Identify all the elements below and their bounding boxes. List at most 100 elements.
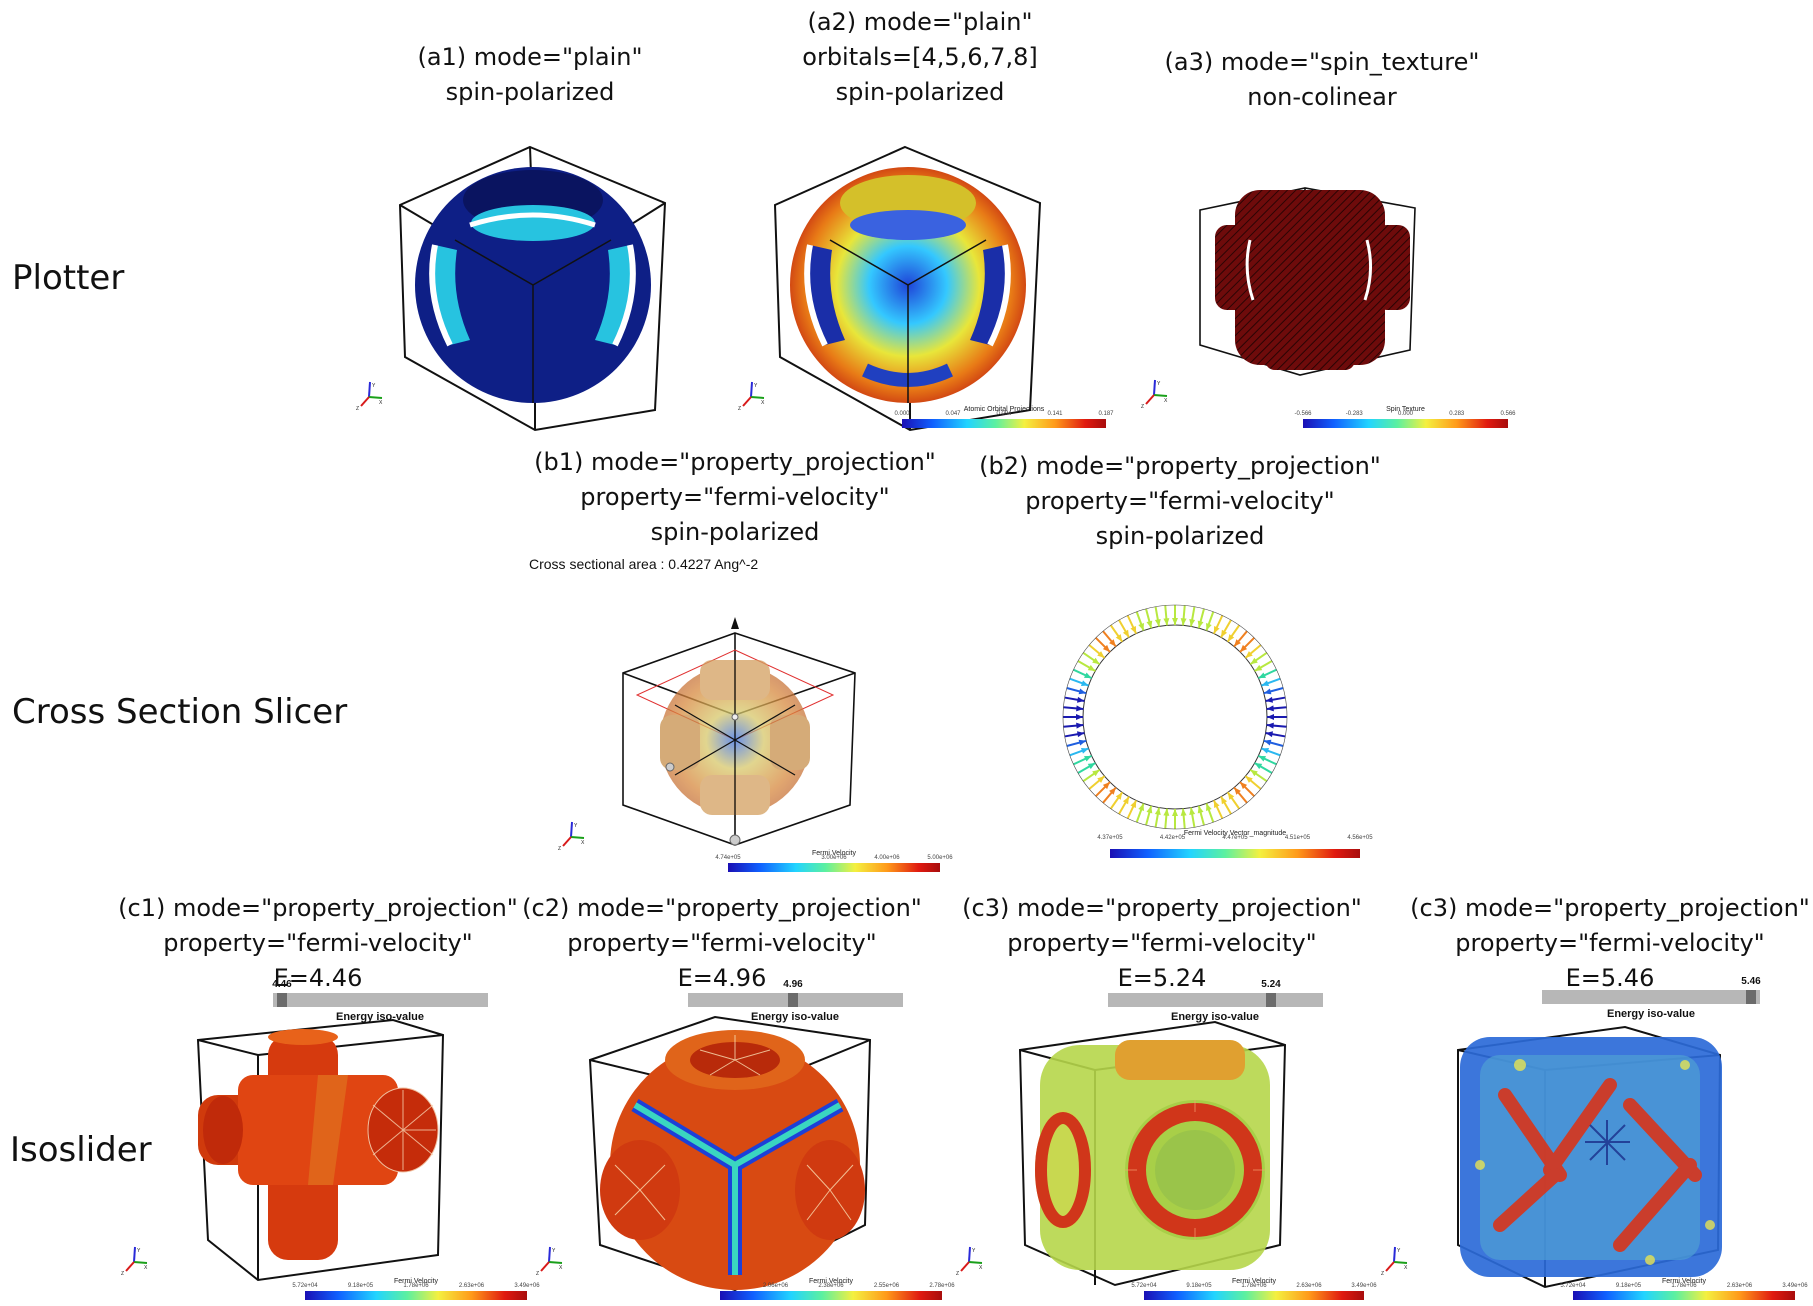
colorbar-tick-label: 2.38e+06 [818, 1283, 844, 1289]
orientation-axes-icon: Y X Z [738, 381, 765, 410]
velocity-arrowhead [1221, 796, 1228, 805]
slider-handle[interactable] [1266, 993, 1276, 1007]
slider-handle[interactable] [277, 993, 287, 1007]
slider-title-c2: Energy iso-value [750, 1011, 840, 1023]
velocity-arrowhead [1076, 696, 1085, 703]
energy-slider-c3[interactable]: 5.24 [1108, 979, 1323, 1007]
colorbar-title: Fermi Velocity [809, 1278, 853, 1285]
slider-value: 4.46 [272, 979, 292, 990]
colorbar-tick-label: 2.55e+06 [873, 1283, 900, 1289]
caption-b1-line1: (b1) mode="property_projection" [534, 448, 936, 476]
colorbar-gradient [720, 1291, 942, 1300]
velocity-arrowhead [1267, 714, 1274, 720]
orientation-axes-icon: Y X Z [558, 821, 585, 850]
caption-c3-line1: (c3) mode="property_projection" [962, 894, 1362, 922]
colorbar-tick-label: -0.283 [1345, 411, 1363, 417]
caption-c2-line1: (c2) mode="property_projection" [522, 894, 922, 922]
colorbar-title: Fermi Velocity [394, 1278, 438, 1285]
velocity-arrowhead [1076, 731, 1085, 738]
caption-c4-line3: E=5.46 [1565, 964, 1655, 992]
velocity-arrowhead [1213, 626, 1220, 634]
velocity-arrowhead [1154, 807, 1161, 816]
slider-handle[interactable] [788, 993, 798, 1007]
colorbar-title: Fermi Velocity [812, 850, 856, 857]
velocity-ring [1062, 604, 1288, 830]
panel-a3-spin-texture [1199, 187, 1416, 376]
axis-line [1145, 394, 1155, 405]
velocity-arrowhead [1258, 755, 1266, 762]
velocity-arrowhead [1122, 629, 1129, 638]
velocity-arrowhead [1092, 769, 1100, 777]
velocity-arrowhead [1138, 803, 1144, 812]
energy-slider-c4[interactable]: 5.46 [1542, 976, 1761, 1004]
caption-a1-line2: spin-polarized [445, 78, 615, 106]
axis-line [742, 396, 752, 407]
velocity-arrowhead [1084, 755, 1092, 762]
energy-slider-c2[interactable]: 4.96 [688, 979, 903, 1007]
axis-label: Z [1141, 404, 1144, 408]
slider-value: 4.96 [783, 979, 803, 990]
velocity-arrowhead [1097, 651, 1105, 658]
axis-label: Y [1157, 381, 1161, 387]
caption-c1-line3: E=4.46 [273, 964, 363, 992]
axis-label: X [979, 1265, 983, 1271]
axis-line [368, 396, 383, 399]
velocity-arrowhead [1172, 618, 1178, 625]
axis-line [133, 1246, 136, 1263]
axis-label: Z [738, 406, 741, 410]
caption-c2-line2: property="fermi-velocity" [567, 929, 877, 957]
caption-c1-line2: property="fermi-velocity" [163, 929, 473, 957]
velocity-arrowhead [1076, 705, 1084, 712]
axis-line [125, 1261, 135, 1272]
velocity-arrowhead [1263, 739, 1272, 746]
colorbar-tick-label: 4.56e+05 [1347, 835, 1373, 841]
velocity-arrowhead [1245, 651, 1253, 658]
slider-title-c3: Energy iso-value [1170, 1011, 1260, 1023]
velocity-arrowhead [1240, 644, 1248, 652]
orientation-axes-icon: Y X Z [1141, 379, 1168, 408]
velocity-arrowhead [1234, 639, 1241, 647]
axis-label: Z [536, 1271, 539, 1275]
row-label-plotter: Plotter [12, 258, 125, 298]
axis-line [968, 1246, 971, 1263]
colorbar-tick-label: 1.78e+06 [403, 1283, 429, 1289]
axis-label: Y [972, 1248, 976, 1254]
axis-line [570, 836, 585, 839]
colorbar-gradient [728, 863, 940, 872]
velocity-arrowhead [1197, 620, 1204, 629]
axis-line [1393, 1246, 1396, 1263]
velocity-arrows [1062, 604, 1288, 830]
orientation-axes-icon: Y X Z [536, 1246, 563, 1275]
velocity-arrowhead [1109, 787, 1116, 795]
slider-handle[interactable] [1746, 990, 1756, 1004]
velocity-arrowhead [1266, 722, 1274, 729]
energy-slider-c1[interactable]: 4.46 [272, 979, 488, 1007]
colorbar-a3: Spin Texture -0.566 -0.283 0.000 0.283 0.566 [1294, 406, 1516, 428]
colorbar-tick-label: 5.00e+06 [927, 855, 953, 861]
velocity-arrowhead [1163, 808, 1170, 816]
colorbar-tick-label: -0.566 [1294, 411, 1312, 417]
velocity-arrowhead [1078, 688, 1087, 695]
colorbar-c1: Fermi Velocity 5.72e+04 9.18e+05 1.78e+06 2.… [292, 1278, 540, 1300]
caption-b1-line3: spin-polarized [650, 518, 820, 546]
velocity-arrowhead [1263, 688, 1272, 695]
velocity-arrowhead [1197, 805, 1204, 814]
caption-a3-line1: (a3) mode="spin_texture" [1164, 48, 1480, 76]
orientation-axes-icon: Y X Z [956, 1246, 983, 1275]
colorbar-tick-label: 9.18e+05 [347, 1283, 374, 1289]
velocity-arrowhead [1138, 622, 1144, 631]
velocity-arrowhead [1087, 763, 1096, 770]
velocity-arrowhead [1254, 763, 1263, 770]
caption-a2: (a2) mode="plain" orbitals=[4,5,6,7,8] s… [802, 5, 1037, 110]
velocity-arrowhead [1122, 796, 1129, 805]
orientation-axes-icon: Y X Z [356, 381, 383, 410]
axis-label: X [581, 840, 585, 846]
colorbar-tick-label: 5.72e+04 [292, 1283, 318, 1289]
axis-label: Y [552, 1248, 556, 1254]
colorbar-tick-label: 4.47e+05 [1222, 835, 1248, 841]
velocity-arrowhead [1080, 748, 1089, 754]
velocity-arrowhead [1109, 639, 1116, 647]
velocity-arrowhead [1097, 776, 1105, 783]
colorbar-tick-label: 5.72e+04 [1131, 1283, 1157, 1289]
caption-b2-line3: spin-polarized [1095, 522, 1265, 550]
